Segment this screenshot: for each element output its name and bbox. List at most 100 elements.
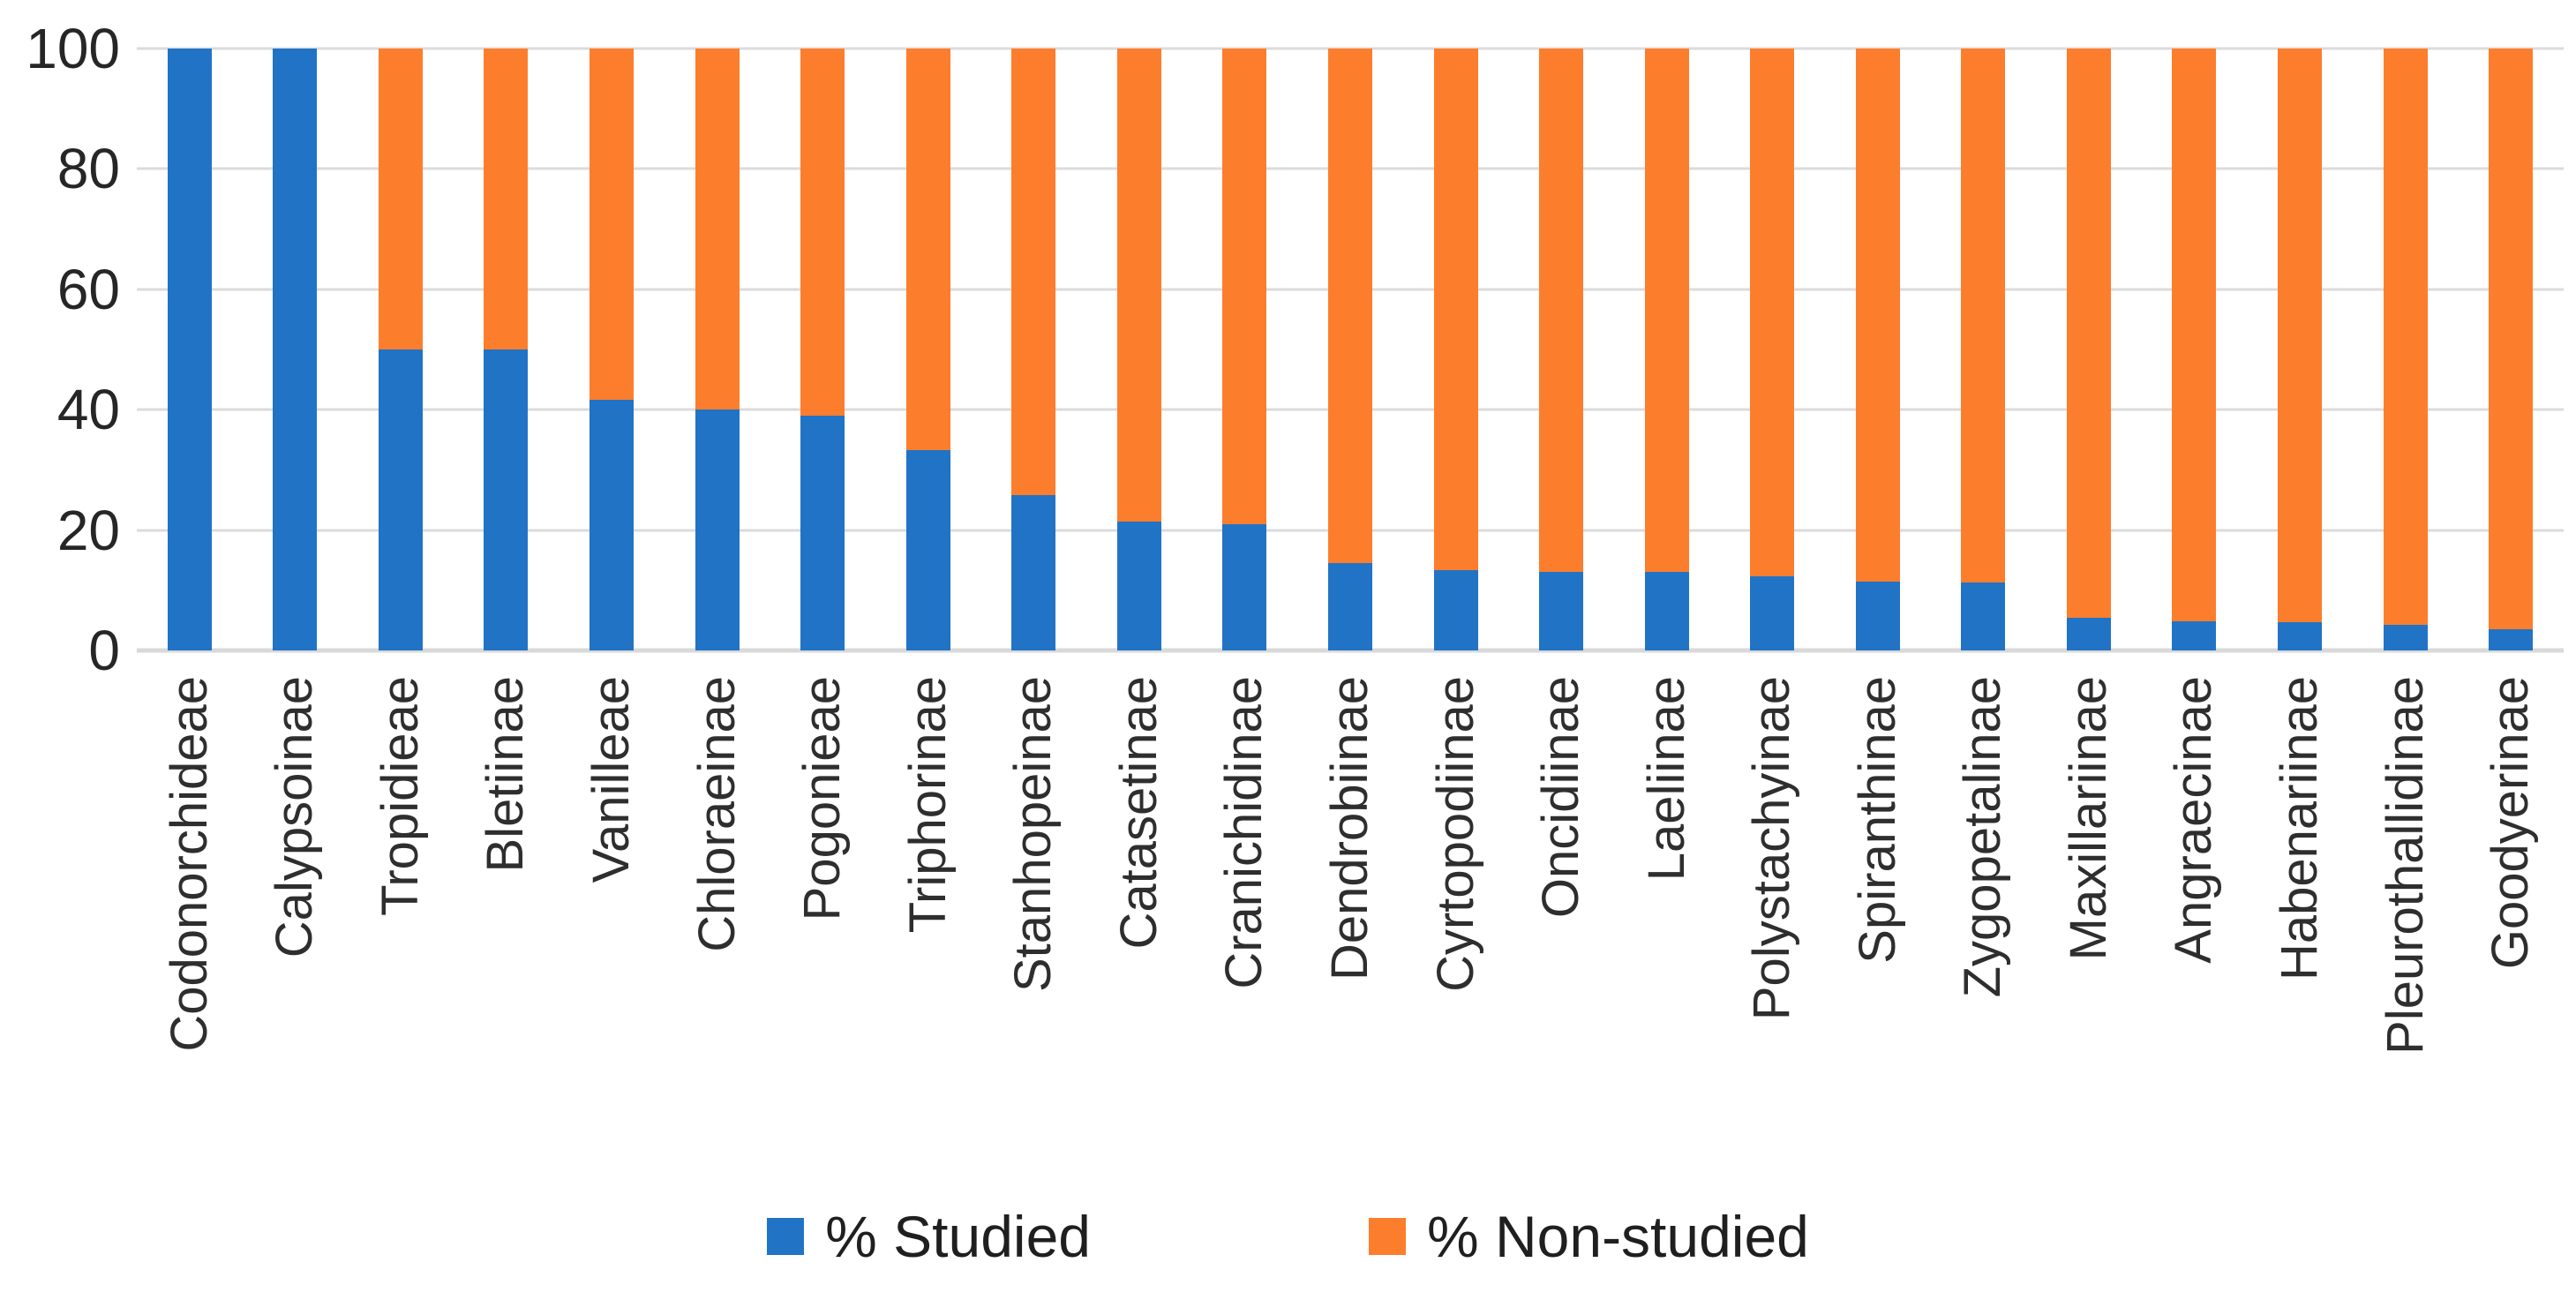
bar-segment-studied [1750, 576, 1795, 650]
bar-segment-non-studied [2278, 49, 2323, 622]
bar-segment-studied [1222, 523, 1267, 650]
bar-segment-non-studied [1433, 49, 1478, 570]
bar-group [875, 49, 981, 650]
bar-segment-studied [1011, 495, 1056, 650]
bar-group [1192, 49, 1298, 650]
bar-segment-non-studied [1539, 49, 1584, 572]
plot-area [137, 47, 2564, 653]
bar-group [2353, 49, 2459, 650]
bar-stack [1222, 49, 1267, 650]
bar-segment-non-studied [695, 49, 740, 410]
x-axis-label: Stanhopeinae [1004, 676, 1063, 992]
bar-group [1508, 49, 1614, 650]
bar-group [243, 49, 349, 650]
bar-segment-non-studied [1644, 49, 1689, 573]
legend-swatch-studied [767, 1218, 805, 1255]
x-axis-label: Chloraeinae [687, 676, 746, 952]
gridline [137, 47, 2564, 50]
x-axis-label: Cranichidinae [1215, 676, 1273, 989]
bars-layer [137, 49, 2564, 650]
bar-group [770, 49, 875, 650]
y-axis-tick: 0 [88, 619, 120, 682]
bar-segment-non-studied [1750, 49, 1795, 577]
bar-segment-non-studied [2489, 49, 2534, 630]
x-axis-label: Maxillariinae [2059, 676, 2117, 961]
bar-stack [1433, 49, 1478, 650]
bar-segment-studied [2172, 621, 2217, 650]
bar-segment-studied [695, 410, 740, 650]
x-axis-label: Zygopetalinae [1954, 676, 2012, 998]
bar-stack [590, 49, 635, 650]
x-axis-label: Laeliinae [1637, 676, 1695, 882]
bar-group [981, 49, 1087, 650]
x-axis-label: Goodyerinae [2482, 676, 2540, 970]
bar-group [2142, 49, 2248, 650]
bar-group [1403, 49, 1509, 650]
x-axis-label: Triphorinae [898, 676, 957, 934]
y-axis-tick: 80 [56, 137, 120, 201]
bar-stack [1961, 49, 2006, 650]
bar-segment-non-studied [2172, 49, 2217, 622]
bar-segment-studied [2278, 621, 2323, 650]
bar-segment-non-studied [1011, 49, 1056, 496]
x-axis-label: Vanilleae [582, 676, 641, 883]
bar-segment-non-studied [2066, 49, 2111, 619]
bar-segment-non-studied [484, 49, 529, 349]
bar-segment-studied [2066, 618, 2111, 650]
bar-stack [273, 49, 318, 650]
bar-group [2036, 49, 2142, 650]
x-axis-label: Dendrobiinae [1320, 676, 1378, 981]
y-axis-tick: 60 [56, 257, 120, 321]
bar-group [1614, 49, 1720, 650]
bar-segment-non-studied [590, 49, 635, 400]
bar-stack [167, 49, 212, 650]
y-axis-tick: 40 [56, 378, 120, 442]
bar-segment-studied [484, 349, 529, 650]
bar-group [2458, 49, 2564, 650]
x-axis-label: Codonorchideae [160, 676, 218, 1052]
x-axis-label: Habenariinae [2271, 676, 2329, 981]
bar-group [665, 49, 770, 650]
bar-group [2247, 49, 2353, 650]
bar-segment-studied [273, 49, 318, 650]
x-axis-line [137, 648, 2564, 653]
legend-swatch-non-studied [1368, 1218, 1406, 1255]
bar-stack [2489, 49, 2534, 650]
y-axis-tick: 100 [26, 17, 120, 80]
x-axis-label: Calypsoinae [266, 676, 324, 958]
bar-segment-non-studied [1116, 49, 1161, 522]
bar-segment-studied [2383, 624, 2428, 650]
bar-group [1086, 49, 1192, 650]
bar-segment-studied [905, 449, 950, 650]
bar-group [348, 49, 454, 650]
legend-item-non-studied: % Non-studied [1368, 1207, 1809, 1266]
x-axis-label: Pleurothallidinae [2376, 676, 2434, 1055]
bar-segment-non-studied [1961, 49, 2006, 582]
bar-stack [1011, 49, 1056, 650]
x-axis-label: Polystachyinae [1743, 676, 1801, 1021]
bar-segment-non-studied [800, 49, 845, 417]
bar-stack [905, 49, 950, 650]
bar-stack [1644, 49, 1689, 650]
x-axis-label: Spiranthinae [1848, 676, 1906, 964]
bar-stack [1750, 49, 1795, 650]
x-axis-label: Bletiinae [477, 676, 535, 873]
bar-group [559, 49, 665, 650]
bar-segment-studied [590, 399, 635, 650]
bar-group [1297, 49, 1403, 650]
x-axis-label: Cyrtopodiinae [1426, 676, 1484, 992]
bar-segment-studied [1961, 582, 2006, 650]
bar-segment-non-studied [2383, 49, 2428, 625]
bar-stack [695, 49, 740, 650]
bar-segment-non-studied [1855, 49, 1900, 582]
bar-stack [378, 49, 423, 650]
bar-segment-studied [378, 349, 423, 650]
bar-segment-studied [1327, 563, 1372, 650]
bar-segment-studied [1644, 572, 1689, 650]
bar-segment-non-studied [905, 49, 950, 450]
bar-group [137, 49, 243, 650]
x-axis-label: Pogonieae [793, 676, 852, 921]
bar-segment-studied [1855, 581, 1900, 650]
bar-stack [800, 49, 845, 650]
